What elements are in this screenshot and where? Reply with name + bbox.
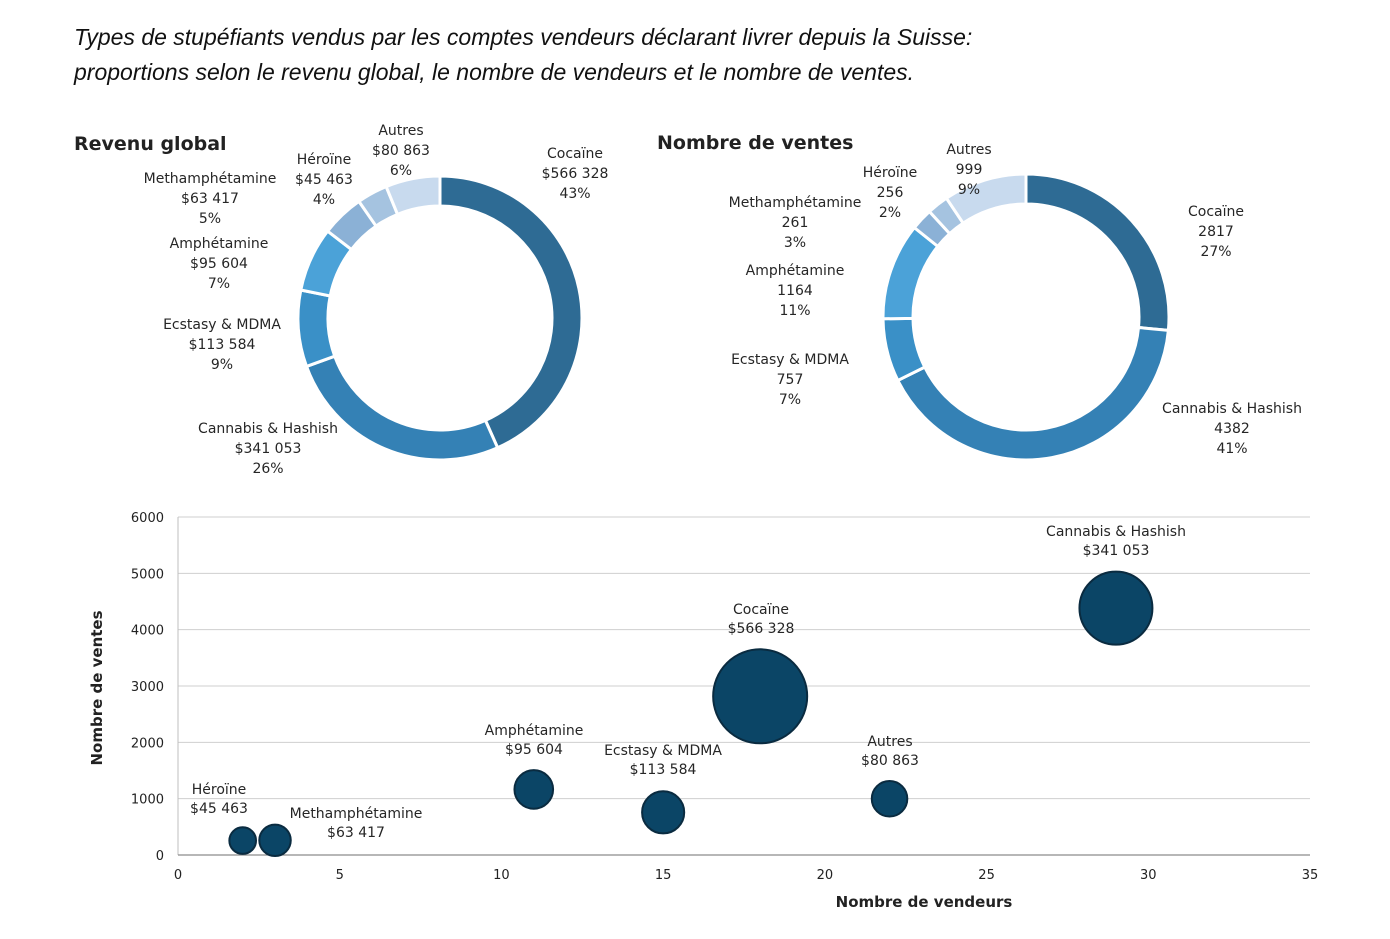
slice-label-heroine-0: Héroïne xyxy=(863,165,918,181)
slice-label-methamphetamine-2: 3% xyxy=(784,235,806,251)
bubble-label-heroine-1: $45 463 xyxy=(190,801,248,817)
slice-label-ecstasy-mdma-0: Ecstasy & MDMA xyxy=(731,352,849,368)
bubble-cannabis-hashish xyxy=(1078,570,1154,646)
slice-label-heroine-0: Héroïne xyxy=(297,152,352,168)
donut-slice-ecstasy-mdma xyxy=(296,288,337,369)
x-tick-label: 25 xyxy=(978,868,995,883)
y-tick-label: 0 xyxy=(156,849,164,864)
donut-slice-autres xyxy=(384,174,442,217)
page-title-line-1: Types de stupéfiants vendus par les comp… xyxy=(74,24,973,50)
bubble-label-heroine-0: Héroïne xyxy=(192,782,247,798)
slice-label-cannabis-hashish-0: Cannabis & Hashish xyxy=(198,421,338,437)
slice-label-ecstasy-mdma-2: 9% xyxy=(211,357,233,373)
slice-label-heroine-2: 2% xyxy=(879,205,901,221)
slice-label-autres-2: 9% xyxy=(958,182,980,198)
bubble-label-cannabis-hashish-1: $341 053 xyxy=(1083,543,1150,559)
x-tick-label: 35 xyxy=(1302,868,1319,883)
bubble-ecstasy-mdma xyxy=(641,790,686,835)
bubble-heroine xyxy=(228,826,258,855)
donut-slice-ecstasy-mdma xyxy=(881,316,927,383)
chart-title: Nombre de ventes xyxy=(657,132,853,154)
page-title-line-2: proportions selon le revenu global, le n… xyxy=(74,59,915,85)
y-tick-label: 3000 xyxy=(131,680,164,695)
slice-label-amphetamine-0: Amphétamine xyxy=(170,236,269,252)
slice-label-amphetamine-1: 1164 xyxy=(777,283,813,299)
slice-label-methamphetamine-0: Methamphétamine xyxy=(729,195,862,211)
donut-slice-autres xyxy=(944,172,1028,226)
slice-label-amphetamine-1: $95 604 xyxy=(190,256,248,272)
bubble-chart: 0 1000 2000 3000 4000 5000 6000 0 5 10 15 20 25 30 35 N… xyxy=(88,511,1319,911)
donut-chart-revenu-global: Revenu global Cocaïne $566 328 43% Cannabis … xyxy=(74,123,609,477)
slice-label-ecstasy-mdma-0: Ecstasy & MDMA xyxy=(163,317,281,333)
bubble-label-amphetamine-0: Amphétamine xyxy=(485,723,584,739)
slice-label-amphetamine-0: Amphétamine xyxy=(746,263,845,279)
slice-label-cocaine-2: 43% xyxy=(559,186,590,202)
x-tick-label: 20 xyxy=(817,868,834,883)
y-tick-label: 2000 xyxy=(131,736,164,751)
y-tick-label: 4000 xyxy=(131,624,164,639)
donut-slice-cocaine xyxy=(438,174,584,450)
bubble-label-ecstasy-mdma-1: $113 584 xyxy=(630,762,697,778)
slice-label-cocaine-0: Cocaïne xyxy=(547,146,603,162)
chart-title: Revenu global xyxy=(74,133,227,155)
slice-label-heroine-1: 256 xyxy=(877,185,904,201)
slice-label-cannabis-hashish-1: 4382 xyxy=(1214,421,1250,437)
bubble-label-autres-1: $80 863 xyxy=(861,753,919,769)
x-tick-label: 5 xyxy=(336,868,344,883)
slice-label-cannabis-hashish-0: Cannabis & Hashish xyxy=(1162,401,1302,417)
bubble-autres xyxy=(870,779,909,818)
y-tick-label: 6000 xyxy=(131,511,164,526)
slice-label-amphetamine-2: 7% xyxy=(208,276,230,292)
bubble-methamphetamine xyxy=(258,823,292,858)
slice-label-heroine-2: 4% xyxy=(313,192,335,208)
x-tick-label: 0 xyxy=(174,868,182,883)
slice-label-autres-0: Autres xyxy=(946,142,991,158)
donut-chart-nombre-de-ventes: Nombre de ventes Cocaïne 2817 27% Cannabis &… xyxy=(657,132,1302,462)
slice-label-amphetamine-2: 11% xyxy=(779,303,810,319)
bubble-label-methamphetamine-1: $63 417 xyxy=(327,825,385,841)
slice-label-autres-1: $80 863 xyxy=(372,143,430,159)
bubble-amphetamine xyxy=(513,769,555,810)
bubble-label-cocaine-1: $566 328 xyxy=(728,621,795,637)
slice-label-autres-2: 6% xyxy=(390,163,412,179)
y-axis-title: Nombre de ventes xyxy=(88,610,106,765)
slice-label-ecstasy-mdma-1: $113 584 xyxy=(189,337,256,353)
x-tick-label: 30 xyxy=(1140,868,1157,883)
donut-slice-cocaine xyxy=(1024,172,1171,332)
page-title: Types de stupéfiants vendus par les comp… xyxy=(74,20,1274,90)
slice-label-cannabis-hashish-2: 41% xyxy=(1216,441,1247,457)
slice-label-methamphetamine-0: Methamphétamine xyxy=(144,171,277,187)
slice-label-cocaine-0: Cocaïne xyxy=(1188,204,1244,220)
y-tick-label: 5000 xyxy=(131,567,164,582)
x-axis-title: Nombre de vendeurs xyxy=(836,893,1013,911)
slice-label-methamphetamine-1: $63 417 xyxy=(181,191,239,207)
slice-label-cocaine-1: 2817 xyxy=(1198,224,1234,240)
donut-slice-cannabis-hashish xyxy=(895,325,1171,462)
slice-label-ecstasy-mdma-2: 7% xyxy=(779,392,801,408)
x-tick-label: 10 xyxy=(493,868,510,883)
slice-label-cannabis-hashish-1: $341 053 xyxy=(235,441,302,457)
bubble-label-ecstasy-mdma-0: Ecstasy & MDMA xyxy=(604,743,722,759)
bubble-label-amphetamine-1: $95 604 xyxy=(505,742,563,758)
slice-label-autres-0: Autres xyxy=(378,123,423,139)
bubble-label-autres-0: Autres xyxy=(867,734,912,750)
bubble-label-cannabis-hashish-0: Cannabis & Hashish xyxy=(1046,524,1186,540)
bubble-label-cocaine-0: Cocaïne xyxy=(733,602,789,618)
slice-label-heroine-1: $45 463 xyxy=(295,172,353,188)
donut-slice-cannabis-hashish xyxy=(304,354,500,462)
x-tick-label: 15 xyxy=(655,868,672,883)
bubble-cocaine xyxy=(712,648,809,745)
slice-label-methamphetamine-1: 261 xyxy=(782,215,809,231)
y-tick-label: 1000 xyxy=(131,793,164,808)
slice-label-methamphetamine-2: 5% xyxy=(199,211,221,227)
slice-label-cocaine-1: $566 328 xyxy=(542,166,609,182)
slice-label-cocaine-2: 27% xyxy=(1200,244,1231,260)
slice-label-cannabis-hashish-2: 26% xyxy=(252,461,283,477)
slice-label-autres-1: 999 xyxy=(956,162,983,178)
bubble-label-methamphetamine-0: Methamphétamine xyxy=(290,806,423,822)
slice-label-ecstasy-mdma-1: 757 xyxy=(777,372,804,388)
